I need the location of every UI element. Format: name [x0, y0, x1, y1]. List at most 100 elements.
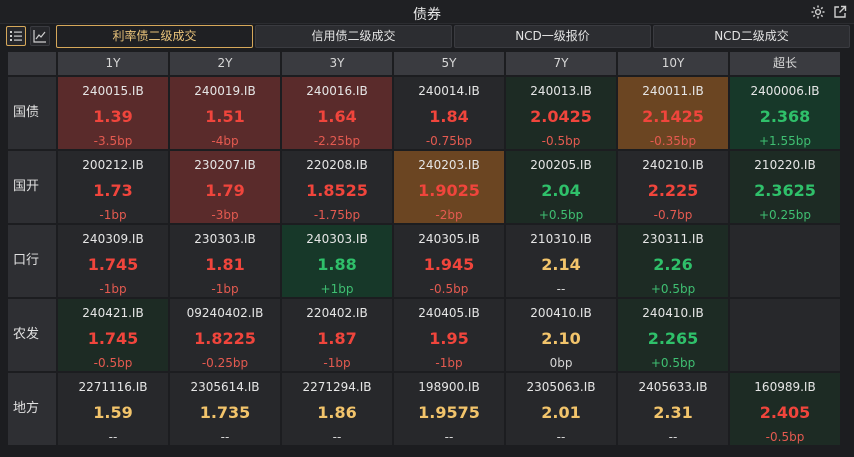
- quote-cell[interactable]: 2305614.IB 1.735 --: [170, 373, 282, 447]
- quote-cell[interactable]: 230207.IB 1.79 -3bp: [170, 151, 282, 225]
- column-header[interactable]: 7Y: [506, 52, 618, 75]
- yield-change: +0.5bp: [538, 208, 584, 222]
- quote-cell[interactable]: 2271294.IB 1.86 --: [282, 373, 394, 447]
- quote-cell[interactable]: 2305063.IB 2.01 --: [506, 373, 618, 447]
- yield-change: --: [556, 430, 566, 444]
- quote-cell[interactable]: 220208.IB 1.8525 -1.75bp: [282, 151, 394, 225]
- quote-cell[interactable]: 200212.IB 1.73 -1bp: [58, 151, 170, 225]
- bond-code: 2271116.IB: [78, 380, 148, 394]
- yield-value: 2.01: [541, 403, 581, 422]
- line-chart-icon: [33, 30, 46, 43]
- yield-change: -0.7bp: [653, 208, 693, 222]
- quote-cell[interactable]: 230311.IB 2.26 +0.5bp: [618, 225, 730, 299]
- tab-ncd-secondary[interactable]: NCD二级成交: [653, 25, 850, 48]
- yield-value: 2.10: [541, 329, 581, 348]
- yield-change: +0.5bp: [650, 356, 696, 370]
- bond-code: 240303.IB: [306, 232, 368, 246]
- quote-cell[interactable]: 240203.IB 1.9025 -2bp: [394, 151, 506, 225]
- column-header[interactable]: 2Y: [170, 52, 282, 75]
- yield-value: 1.59: [93, 403, 133, 422]
- bond-code: 210220.IB: [754, 158, 816, 172]
- yield-value: 2.3625: [754, 181, 816, 200]
- yield-value: 1.79: [205, 181, 245, 200]
- yield-change: -1bp: [211, 282, 239, 296]
- quote-cell[interactable]: 2271116.IB 1.59 --: [58, 373, 170, 447]
- quote-cell[interactable]: 2400006.IB 2.368 +1.55bp: [730, 77, 842, 151]
- quote-cell[interactable]: 240210.IB 2.225 -0.7bp: [618, 151, 730, 225]
- yield-change: -1bp: [99, 208, 127, 222]
- quote-cell[interactable]: 09240402.IB 1.8225 -0.25bp: [170, 299, 282, 373]
- external-link-icon[interactable]: [832, 4, 848, 20]
- yield-change: --: [108, 430, 118, 444]
- quote-cell[interactable]: 240014.IB 1.84 -0.75bp: [394, 77, 506, 151]
- yield-change: -1bp: [323, 356, 351, 370]
- quote-cell[interactable]: 2405633.IB 2.31 --: [618, 373, 730, 447]
- bond-code: 240015.IB: [82, 84, 144, 98]
- quote-cell[interactable]: 240019.IB 1.51 -4bp: [170, 77, 282, 151]
- yield-value: 2.31: [653, 403, 693, 422]
- bond-code: 160989.IB: [754, 380, 816, 394]
- yield-value: 1.51: [205, 107, 245, 126]
- yield-value: 1.945: [423, 255, 475, 274]
- quote-cell[interactable]: 240015.IB 1.39 -3.5bp: [58, 77, 170, 151]
- quote-cell[interactable]: 240410.IB 2.265 +0.5bp: [618, 299, 730, 373]
- quote-cell[interactable]: 160989.IB 2.405 -0.5bp: [730, 373, 842, 447]
- bond-code: 240309.IB: [82, 232, 144, 246]
- column-header[interactable]: 5Y: [394, 52, 506, 75]
- yield-value: 2.265: [647, 329, 699, 348]
- bond-code: 230311.IB: [642, 232, 704, 246]
- bond-code: 2400006.IB: [750, 84, 820, 98]
- yield-value: 1.64: [317, 107, 357, 126]
- bond-code: 09240402.IB: [186, 306, 264, 320]
- bond-code: 220402.IB: [306, 306, 368, 320]
- gear-icon[interactable]: [810, 4, 826, 20]
- tab-rates-secondary[interactable]: 利率债二级成交: [56, 25, 253, 48]
- chart-view-button[interactable]: [30, 26, 50, 46]
- quote-cell[interactable]: 210220.IB 2.3625 +0.25bp: [730, 151, 842, 225]
- quote-cell[interactable]: 240305.IB 1.945 -0.5bp: [394, 225, 506, 299]
- quote-cell[interactable]: 210310.IB 2.14 --: [506, 225, 618, 299]
- yield-change: -0.25bp: [201, 356, 249, 370]
- yield-value: 2.04: [541, 181, 581, 200]
- quote-cell[interactable]: 240421.IB 1.745 -0.5bp: [58, 299, 170, 373]
- quote-cell[interactable]: 240405.IB 1.95 -1bp: [394, 299, 506, 373]
- tab-credit-secondary[interactable]: 信用债二级成交: [255, 25, 452, 48]
- column-header[interactable]: 超长: [730, 52, 842, 75]
- yield-change: -1.75bp: [313, 208, 361, 222]
- bond-code: 240011.IB: [642, 84, 704, 98]
- quote-cell[interactable]: 220402.IB 1.87 -1bp: [282, 299, 394, 373]
- yield-value: 1.81: [205, 255, 245, 274]
- quote-cell[interactable]: 240013.IB 2.0425 -0.5bp: [506, 77, 618, 151]
- quote-cell[interactable]: 240016.IB 1.64 -2.25bp: [282, 77, 394, 151]
- yield-change: --: [556, 282, 566, 296]
- quote-cell[interactable]: 240309.IB 1.745 -1bp: [58, 225, 170, 299]
- bond-code: 230207.IB: [194, 158, 256, 172]
- bond-code: 240203.IB: [418, 158, 480, 172]
- window-titlebar: 债券: [0, 0, 854, 24]
- tab-ncd-primary[interactable]: NCD一级报价: [454, 25, 651, 48]
- yield-change: -2bp: [435, 208, 463, 222]
- yield-change: -0.5bp: [429, 282, 469, 296]
- quote-cell[interactable]: 240011.IB 2.1425 -0.35bp: [618, 77, 730, 151]
- yield-value: 2.225: [647, 181, 699, 200]
- quote-cell[interactable]: 240303.IB 1.88 +1bp: [282, 225, 394, 299]
- quote-cell[interactable]: 200205.IB 2.04 +0.5bp: [506, 151, 618, 225]
- quote-cell[interactable]: 230303.IB 1.81 -1bp: [170, 225, 282, 299]
- column-header[interactable]: 1Y: [58, 52, 170, 75]
- yield-value: 1.95: [429, 329, 469, 348]
- bond-code: 210310.IB: [530, 232, 592, 246]
- quote-cell[interactable]: 198900.IB 1.9575 --: [394, 373, 506, 447]
- yield-value: 2.368: [759, 107, 811, 126]
- yield-value: 1.88: [317, 255, 357, 274]
- column-header[interactable]: 10Y: [618, 52, 730, 75]
- yield-value: 1.745: [87, 255, 139, 274]
- yield-value: 1.735: [199, 403, 251, 422]
- yield-change: -0.5bp: [541, 134, 581, 148]
- row-label: 农发: [8, 299, 56, 373]
- column-header[interactable]: 3Y: [282, 52, 394, 75]
- quote-cell[interactable]: 200410.IB 2.10 0bp: [506, 299, 618, 373]
- list-view-button[interactable]: [6, 26, 26, 46]
- yield-value: 1.87: [317, 329, 357, 348]
- yield-value: 2.405: [759, 403, 811, 422]
- bond-code: 240016.IB: [306, 84, 368, 98]
